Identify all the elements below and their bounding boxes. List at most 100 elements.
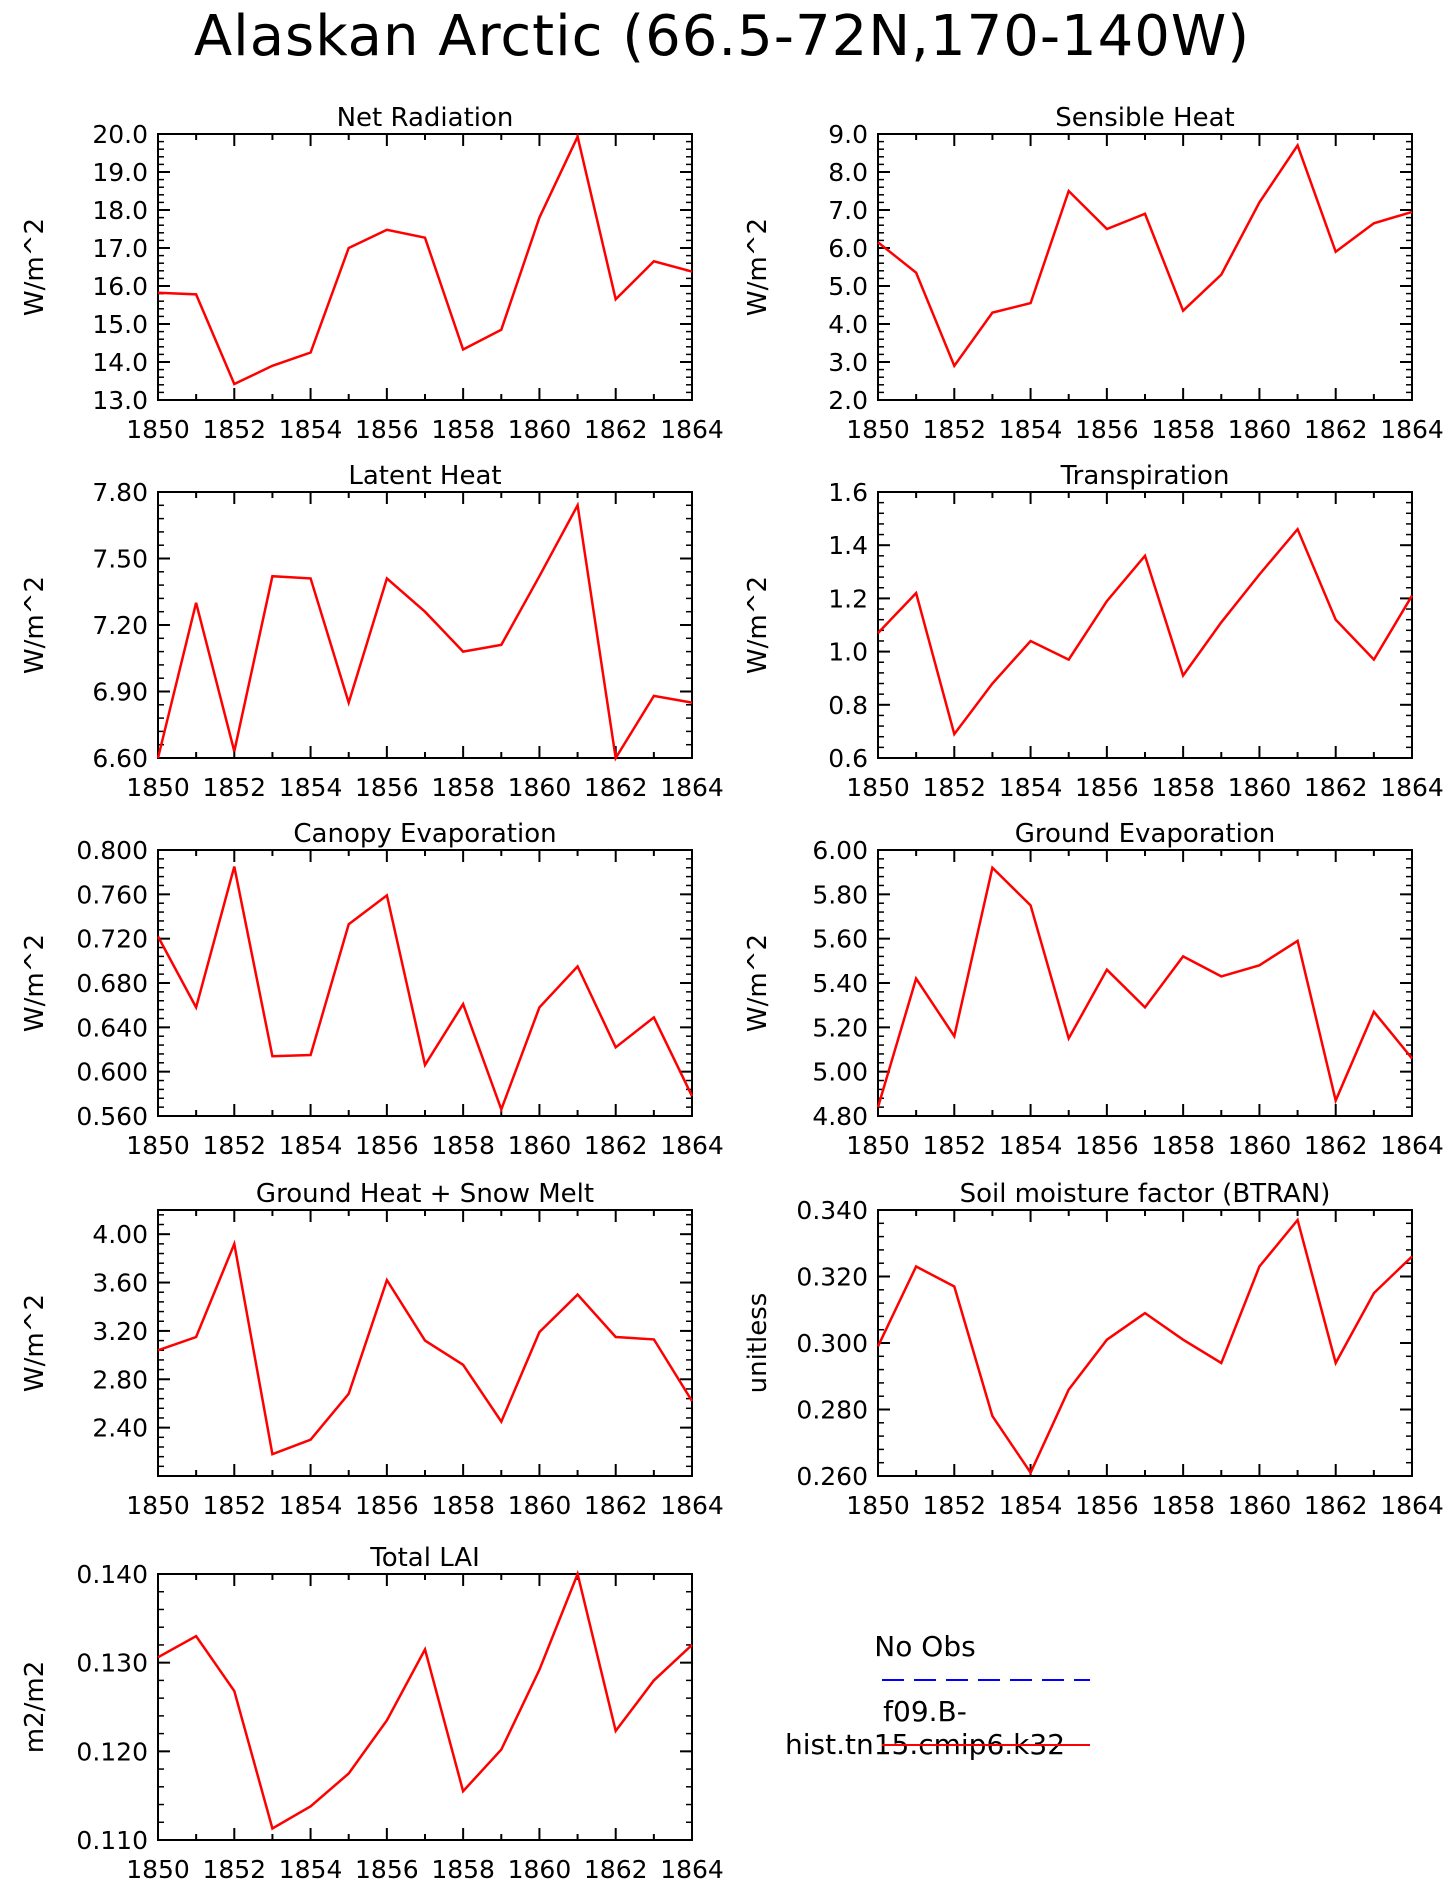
y-tick-label: 0.140 [76, 1560, 148, 1589]
x-tick-label: 1854 [279, 1491, 343, 1520]
x-tick-label: 1854 [279, 1855, 343, 1884]
y-tick-label: 17.0 [92, 234, 148, 263]
y-tick-label: 18.0 [92, 196, 148, 225]
panel-title: Total LAI [369, 1543, 480, 1573]
x-tick-label: 1854 [999, 773, 1063, 802]
x-tick-label: 1856 [1075, 1491, 1139, 1520]
y-tick-label: 1.2 [828, 584, 868, 613]
legend: No Obs [760, 1630, 1090, 1710]
legend-obs-line [882, 1679, 1090, 1681]
panel-sensible-heat: 1850 1852 1854 1856 1858 1860 1862 1864 2.0 3.0 4.… [743, 103, 1444, 444]
x-tick-label: 1864 [1380, 1131, 1444, 1160]
y-axis-label: W/m^2 [743, 576, 773, 674]
y-axis-label: W/m^2 [20, 218, 50, 316]
x-tick-label: 1856 [355, 1131, 419, 1160]
x-tick-label: 1858 [431, 415, 495, 444]
x-tick-label: 1864 [660, 1855, 724, 1884]
x-tick-label: 1850 [126, 773, 190, 802]
y-axis-label: m2/m2 [20, 1661, 50, 1754]
x-tick-label: 1858 [431, 1855, 495, 1884]
y-tick-label: 5.0 [828, 272, 868, 301]
x-tick-label: 1850 [846, 415, 910, 444]
x-tick-label: 1850 [846, 773, 910, 802]
x-tick-label: 1850 [126, 1131, 190, 1160]
x-tick-label: 1860 [1228, 1131, 1292, 1160]
y-tick-label: 0.120 [76, 1737, 148, 1766]
x-tick-label: 1856 [355, 415, 419, 444]
x-tick-label: 1862 [584, 773, 648, 802]
y-tick-label: 4.00 [92, 1220, 148, 1249]
panel-title: Soil moisture factor (BTRAN) [960, 1179, 1331, 1209]
y-tick-label: 15.0 [92, 310, 148, 339]
plot-frame [157, 1209, 693, 1477]
x-tick-label: 1856 [1075, 1131, 1139, 1160]
x-tick-label: 1856 [1075, 415, 1139, 444]
x-tick-label: 1856 [1075, 773, 1139, 802]
y-tick-label: 2.80 [92, 1365, 148, 1394]
series-line [156, 501, 693, 762]
panel-soil-moisture-factor-btran: 1850 1852 1854 1856 1858 1860 1862 1864 0.260 0.2… [743, 1179, 1444, 1520]
y-tick-label: 6.60 [92, 744, 148, 773]
panel-transpiration: 1850 1852 1854 1856 1858 1860 1862 1864 0.6 0.8 1.… [743, 461, 1444, 802]
y-tick-label: 0.260 [796, 1462, 868, 1491]
panel-total-lai: 1850 1852 1854 1856 1858 1860 1862 1864 0.110 0.1… [20, 1543, 724, 1884]
panel-title: Net Radiation [337, 103, 514, 133]
y-tick-label: 2.0 [828, 386, 868, 415]
plot-frame [877, 849, 1413, 1117]
y-tick-label: 0.800 [76, 836, 148, 865]
x-tick-label: 1860 [508, 1855, 572, 1884]
y-tick-label: 13.0 [92, 386, 148, 415]
y-tick-label: 0.600 [76, 1058, 148, 1087]
x-tick-label: 1856 [355, 1855, 419, 1884]
y-tick-label: 0.6 [828, 744, 868, 773]
panel-ground-heat-snow-melt: 1850 1852 1854 1856 1858 1860 1862 1864 2.40 2.80… [20, 1179, 724, 1520]
x-tick-label: 1860 [1228, 1491, 1292, 1520]
x-tick-label: 1862 [584, 1131, 648, 1160]
y-tick-label: 14.0 [92, 348, 148, 377]
x-tick-label: 1858 [1151, 415, 1215, 444]
x-tick-label: 1852 [922, 773, 986, 802]
y-axis-label: W/m^2 [20, 1294, 50, 1392]
y-tick-label: 20.0 [92, 120, 148, 149]
y-tick-label: 9.0 [828, 120, 868, 149]
x-tick-label: 1852 [922, 1131, 986, 1160]
x-tick-label: 1854 [279, 1131, 343, 1160]
series-line [877, 142, 1413, 369]
x-tick-label: 1862 [1304, 773, 1368, 802]
y-tick-label: 4.80 [812, 1102, 868, 1131]
y-tick-label: 0.320 [796, 1263, 868, 1292]
x-tick-label: 1864 [1380, 415, 1444, 444]
x-tick-label: 1850 [846, 1131, 910, 1160]
series-line [877, 526, 1414, 737]
panel-title: Ground Heat + Snow Melt [256, 1179, 594, 1209]
y-tick-label: 7.20 [92, 611, 148, 640]
y-tick-label: 1.6 [828, 478, 868, 507]
x-tick-label: 1860 [508, 415, 572, 444]
y-tick-label: 0.8 [828, 691, 868, 720]
x-tick-label: 1854 [279, 415, 343, 444]
series-line [157, 1239, 694, 1456]
x-tick-label: 1858 [431, 1131, 495, 1160]
x-tick-label: 1864 [660, 1131, 724, 1160]
panel-title: Sensible Heat [1055, 103, 1234, 133]
x-tick-label: 1854 [279, 773, 343, 802]
y-tick-label: 0.680 [76, 969, 148, 998]
x-tick-label: 1862 [584, 1491, 648, 1520]
x-tick-label: 1862 [1304, 1131, 1368, 1160]
y-tick-label: 5.60 [812, 925, 868, 954]
series-line [876, 865, 1413, 1108]
y-tick-label: 3.60 [92, 1269, 148, 1298]
panel-ground-evaporation: 1850 1852 1854 1856 1858 1860 1862 1864 4.80 5.00… [743, 819, 1444, 1160]
x-tick-label: 1862 [584, 415, 648, 444]
x-tick-label: 1860 [508, 1491, 572, 1520]
x-tick-label: 1858 [431, 1491, 495, 1520]
y-tick-label: 5.40 [812, 969, 868, 998]
x-tick-label: 1852 [202, 1855, 266, 1884]
x-tick-label: 1850 [126, 415, 190, 444]
y-tick-label: 16.0 [92, 272, 148, 301]
legend-model-line [882, 1744, 1090, 1746]
y-axis-label: unitless [743, 1293, 773, 1394]
x-tick-label: 1860 [1228, 773, 1292, 802]
x-tick-label: 1862 [584, 1855, 648, 1884]
